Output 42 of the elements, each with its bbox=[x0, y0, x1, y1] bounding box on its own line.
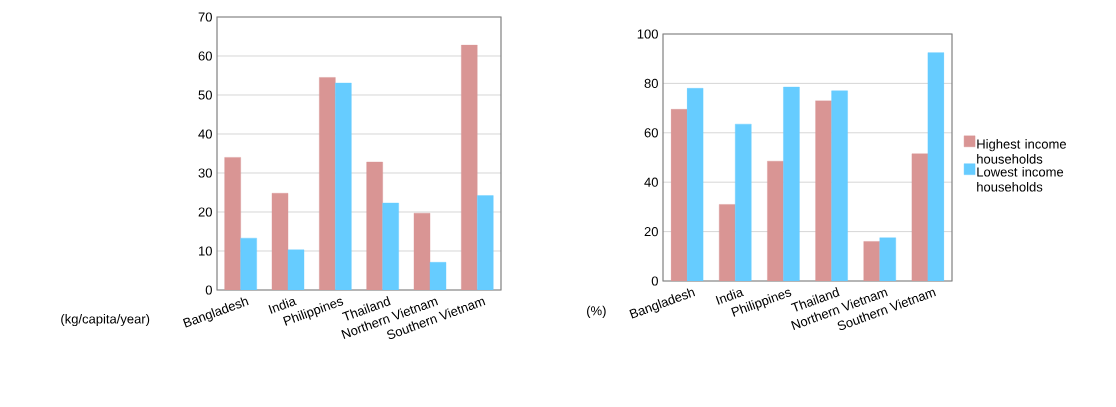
bar bbox=[686, 88, 704, 281]
legend-label: Lowest income households bbox=[977, 167, 1064, 192]
bar bbox=[382, 202, 399, 290]
y-tick-label: 40 bbox=[198, 129, 212, 139]
y-axis-title: (kg/capita/year) bbox=[61, 313, 150, 327]
y-tick-label: 50 bbox=[198, 90, 212, 100]
y-tick-label: 30 bbox=[198, 168, 212, 178]
bar bbox=[863, 241, 880, 281]
bar bbox=[477, 195, 494, 290]
bar bbox=[413, 212, 431, 290]
y-tick-label: 40 bbox=[644, 177, 658, 187]
bar bbox=[670, 109, 688, 281]
bar bbox=[224, 157, 241, 290]
bar bbox=[719, 204, 736, 281]
bar bbox=[783, 86, 800, 281]
y-tick-label: 80 bbox=[644, 78, 658, 88]
bar bbox=[911, 153, 929, 281]
bar bbox=[879, 237, 896, 281]
legend-label: Highest income households bbox=[977, 139, 1066, 164]
y-tick-label: 100 bbox=[637, 29, 658, 39]
bar bbox=[767, 161, 784, 281]
bar bbox=[287, 249, 305, 290]
y-tick-label: 0 bbox=[205, 285, 212, 295]
bar bbox=[429, 262, 447, 290]
bar bbox=[335, 82, 352, 290]
y-tick-label: 20 bbox=[644, 226, 658, 237]
bar bbox=[815, 100, 832, 281]
bar bbox=[735, 123, 752, 281]
y-tick-label: 60 bbox=[198, 51, 212, 61]
y-tick-label: 10 bbox=[199, 246, 212, 256]
y-tick-label: 60 bbox=[644, 128, 658, 138]
bar bbox=[271, 193, 289, 290]
y-tick-label: 70 bbox=[198, 12, 212, 22]
bar bbox=[240, 237, 257, 290]
bar bbox=[319, 77, 336, 290]
y-tick-label: 0 bbox=[651, 276, 658, 286]
bar bbox=[831, 90, 848, 281]
y-tick-label: 20 bbox=[198, 207, 212, 217]
bar bbox=[927, 52, 945, 281]
y-axis-title: (%) bbox=[587, 305, 606, 318]
bar bbox=[461, 44, 478, 290]
bar bbox=[366, 161, 383, 290]
